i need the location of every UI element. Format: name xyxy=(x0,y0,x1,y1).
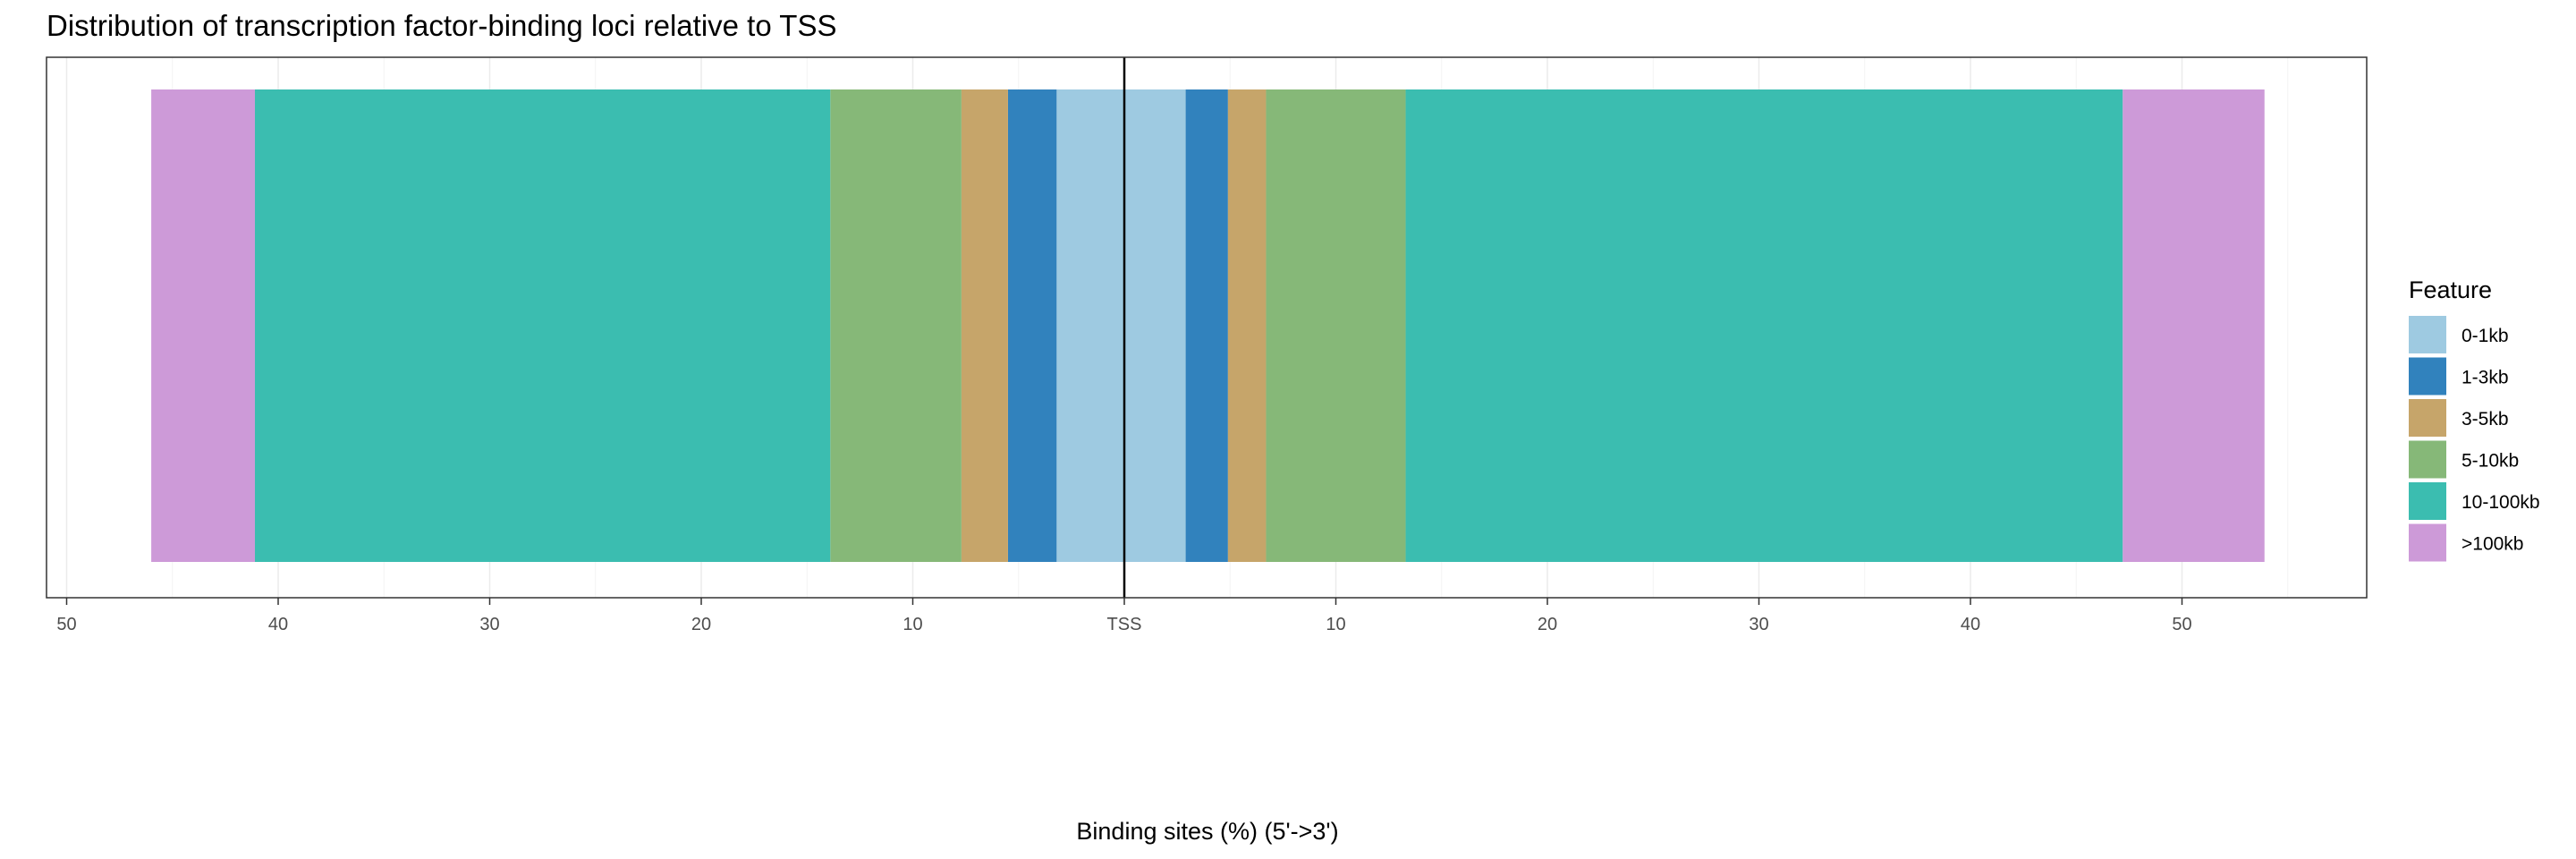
x-tick-label: 40 xyxy=(268,615,288,634)
legend: Feature 0-1kb 1-3kb 3-5kb 5-10kb 10-100kb >10… xyxy=(2409,276,2540,562)
legend-key-0-1kb xyxy=(2409,316,2446,353)
x-tick-label: 30 xyxy=(479,615,499,634)
legend-label: 3-5kb xyxy=(2462,409,2509,430)
x-axis-title: Binding sites (%) (5'->3') xyxy=(1076,818,1338,845)
upstream-bar-3-5kb xyxy=(961,89,1008,562)
legend-label: 0-1kb xyxy=(2462,326,2509,346)
downstream-bar-gt100kb xyxy=(2123,89,2265,562)
upstream-bar-0-1kb xyxy=(1056,89,1124,562)
legend-key-3-5kb xyxy=(2409,399,2446,437)
legend-title: Feature xyxy=(2409,276,2492,303)
x-tick-label: 20 xyxy=(691,615,711,634)
legend-key-5-10kb xyxy=(2409,440,2446,479)
legend-label: 5-10kb xyxy=(2462,451,2519,472)
downstream-bar-3-5kb xyxy=(1227,89,1267,562)
x-tick-label: 10 xyxy=(902,615,922,634)
chart-title: Distribution of transcription factor-bin… xyxy=(47,9,836,42)
upstream-bar-10-100kb xyxy=(254,89,831,562)
x-tick-label: 30 xyxy=(1749,615,1768,634)
bars xyxy=(151,89,2265,562)
downstream-bar-5-10kb xyxy=(1266,89,1406,562)
legend-label: >100kb xyxy=(2462,534,2523,555)
x-tick-label: 50 xyxy=(2172,615,2191,634)
upstream-bar-1-3kb xyxy=(1007,89,1057,562)
legend-key-gt100kb xyxy=(2409,523,2446,562)
x-tick-label: 20 xyxy=(1538,615,1557,634)
legend-label: 1-3kb xyxy=(2462,368,2509,388)
x-tick-label: 50 xyxy=(56,615,76,634)
upstream-bar-5-10kb xyxy=(830,89,962,562)
legend-key-1-3kb xyxy=(2409,357,2446,395)
downstream-bar-10-100kb xyxy=(1405,89,2123,562)
legend-label: 10-100kb xyxy=(2462,492,2540,513)
x-axis: 50 40 30 20 10 TSS 10 20 30 40 50 xyxy=(56,598,2192,634)
upstream-bar-gt100kb xyxy=(151,89,255,562)
legend-key-10-100kb xyxy=(2409,482,2446,520)
panel-border xyxy=(46,56,2368,599)
downstream-bar-0-1kb xyxy=(1124,89,1186,562)
x-tick-label: 10 xyxy=(1326,615,1345,634)
downstream-bar-1-3kb xyxy=(1185,89,1228,562)
x-tick-label: 40 xyxy=(1961,615,1980,634)
x-tick-label: TSS xyxy=(1107,615,1142,634)
